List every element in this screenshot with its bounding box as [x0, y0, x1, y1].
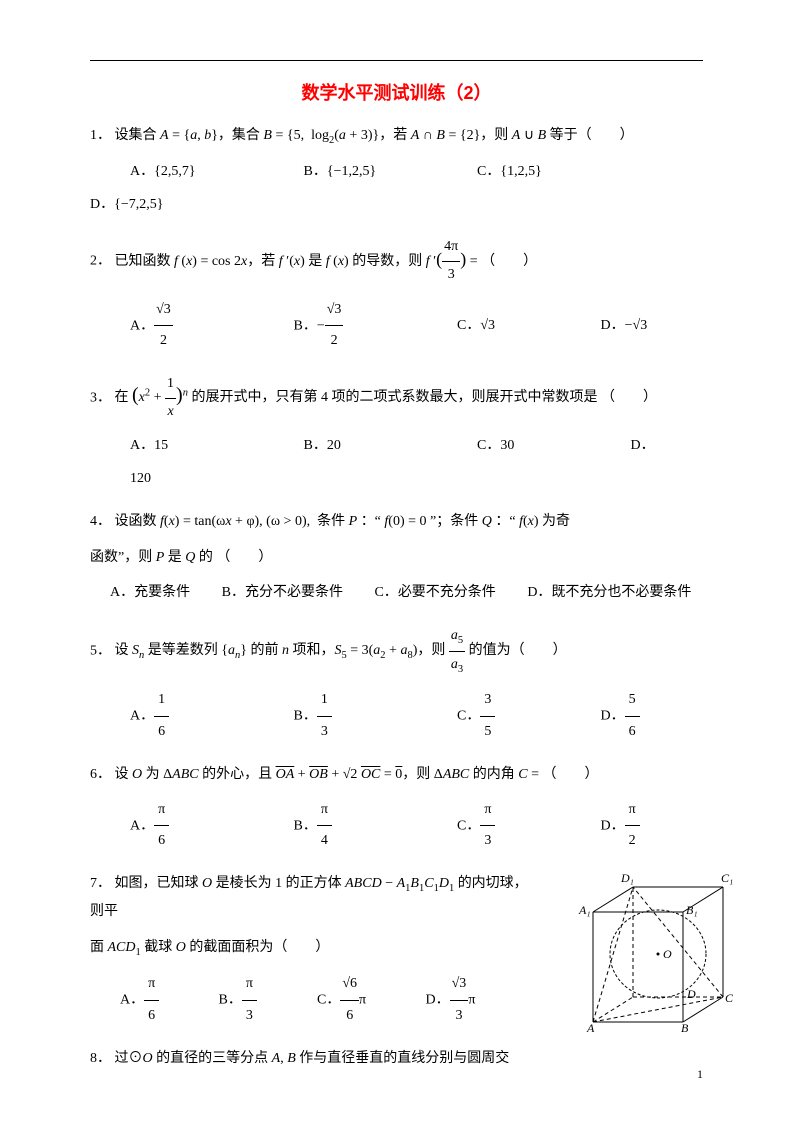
q6-option-d: D．π2	[601, 795, 640, 858]
q7-stem: 如图，已知球 O 是棱长为 1 的正方体 ABCD − A1B1C1D1 的内切…	[90, 876, 528, 919]
q6-option-b: B．π4	[294, 795, 454, 858]
q6-option-c: C．π3	[457, 795, 597, 858]
q3-option-d: 120	[130, 464, 151, 495]
q8-stem: 过⊙O 的直径的三等分点 A, B 作与直径垂直的直线分别与圆周交	[115, 1051, 510, 1066]
svg-text:B₁: B₁	[686, 903, 698, 917]
q7-option-a: A．π6	[120, 969, 215, 1032]
q4-stem: 设函数 f(x) = tan(ωx + φ), (ω > 0), 条件 P ：“…	[115, 514, 571, 529]
q6-options: A．π6 B．π4 C．π3 D．π2	[130, 795, 703, 858]
svg-text:B: B	[681, 1021, 689, 1032]
q4-option-a: A．充要条件	[110, 578, 190, 609]
q4-option-d: D．既不充分也不必要条件	[527, 578, 691, 609]
svg-text:O: O	[663, 947, 672, 961]
q2-option-c: C．√3	[457, 311, 597, 342]
q3-option-d-label: D．	[631, 431, 655, 462]
q1-option-c: C．{1,2,5}	[477, 157, 542, 188]
q1-options: A．{2,5,7} B．{−1,2,5} C．{1,2,5} D．{−7,2,5…	[130, 157, 703, 221]
svg-text:D: D	[686, 987, 696, 1001]
q6-option-a: A．π6	[130, 795, 290, 858]
cube-svg: A B C D A₁ B₁ C₁ D₁ O	[573, 852, 733, 1032]
svg-text:D₁: D₁	[620, 871, 634, 885]
q1-stem: 设集合 A = {a, b}，集合 B = {5, log2(a + 3)}，若…	[115, 128, 634, 143]
q2-option-a: A．√32	[130, 295, 290, 358]
q3-num: 3．	[90, 390, 111, 405]
q5-option-d: D．56	[601, 685, 640, 748]
q7-num: 7．	[90, 876, 111, 891]
svg-text:C: C	[725, 991, 733, 1005]
page-number: 1	[697, 1067, 703, 1082]
q1-num: 1．	[90, 128, 111, 143]
q6-stem: 设 O 为 ΔABC 的外心，且 OA + OB + √2 OC = 0，则 Δ…	[115, 767, 599, 782]
q2-options: A．√32 B．−√32 C．√3 D．−√3	[130, 295, 703, 358]
q4-stem-cont: 函数”，则 P 是 Q 的 （ ）	[90, 545, 703, 572]
q4-num: 4．	[90, 514, 111, 529]
question-5: 5． 设 Sn 是等差数列 {an} 的前 n 项和，S5 = 3(a2 + a…	[90, 623, 703, 748]
q5-stem: 设 Sn 是等差数列 {an} 的前 n 项和，S5 = 3(a2 + a8)，…	[115, 643, 567, 658]
q3-stem: 在 (x2 + 1x)n 的展开式中，只有第 4 项的二项式系数最大，则展开式中…	[115, 390, 657, 405]
q3-option-b: B．20	[304, 431, 474, 462]
q3-option-a: A．15	[130, 431, 300, 462]
q7-options: A．π6 B．π3 C．√66π D．√33π	[120, 969, 533, 1032]
q4-options: A．充要条件 B．充分不必要条件 C．必要不充分条件 D．既不充分也不必要条件	[110, 578, 703, 609]
question-3: 3． 在 (x2 + 1x)n 的展开式中，只有第 4 项的二项式系数最大，则展…	[90, 371, 703, 495]
svg-text:A: A	[586, 1021, 595, 1032]
q7-option-c: C．√66π	[317, 969, 422, 1032]
q5-option-c: C．35	[457, 685, 597, 748]
q4-option-b: B．充分不必要条件	[222, 578, 343, 609]
q2-option-b: B．−√32	[294, 295, 454, 358]
q5-options: A．16 B．13 C．35 D．56	[130, 685, 703, 748]
q7-stem-cont: 面 ACD1 截球 O 的截面面积为（ ）	[90, 935, 533, 963]
question-1: 1． 设集合 A = {a, b}，集合 B = {5, log2(a + 3)…	[90, 123, 703, 220]
q2-option-d: D．−√3	[601, 311, 648, 342]
q4-option-c: C．必要不充分条件	[374, 578, 495, 609]
q3-option-c: C．30	[477, 431, 627, 462]
top-rule	[90, 60, 703, 61]
q5-option-b: B．13	[294, 685, 454, 748]
page-title: 数学水平测试训练（2）	[90, 79, 703, 105]
page: 数学水平测试训练（2） 1． 设集合 A = {a, b}，集合 B = {5,…	[0, 0, 793, 1122]
q3-options: A．15 B．20 C．30 D． 120	[130, 431, 703, 495]
q5-option-a: A．16	[130, 685, 290, 748]
svg-text:C₁: C₁	[721, 871, 733, 885]
q1-option-d: D．{−7,2,5}	[90, 190, 163, 221]
q1-option-b: B．{−1,2,5}	[304, 157, 474, 188]
question-8: 8． 过⊙O 的直径的三等分点 A, B 作与直径垂直的直线分别与圆周交	[90, 1046, 703, 1073]
q2-stem: 已知函数 f (x) = cos 2x，若 f ′(x) 是 f (x) 的导数…	[115, 254, 538, 269]
q6-num: 6．	[90, 767, 111, 782]
q8-num: 8．	[90, 1051, 111, 1066]
q5-num: 5．	[90, 643, 111, 658]
question-2: 2． 已知函数 f (x) = cos 2x，若 f ′(x) 是 f (x) …	[90, 234, 703, 357]
q7-option-d: D．√33π	[426, 969, 476, 1032]
q1-option-a: A．{2,5,7}	[130, 157, 300, 188]
q7-option-b: B．π3	[219, 969, 314, 1032]
question-6: 6． 设 O 为 ΔABC 的外心，且 OA + OB + √2 OC = 0，…	[90, 762, 703, 857]
q2-num: 2．	[90, 254, 111, 269]
svg-text:A₁: A₁	[578, 903, 591, 917]
cube-figure: A B C D A₁ B₁ C₁ D₁ O	[573, 852, 733, 1032]
question-4: 4． 设函数 f(x) = tan(ωx + φ), (ω > 0), 条件 P…	[90, 509, 703, 609]
